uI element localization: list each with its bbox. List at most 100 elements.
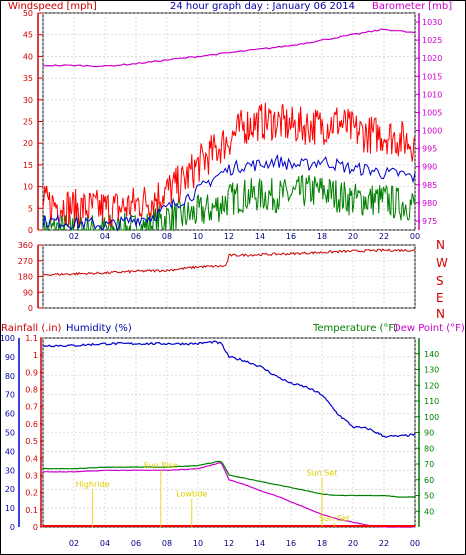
x-tick-label: 04 xyxy=(100,539,110,548)
wind-tick-label: 45 xyxy=(23,31,33,40)
humidity-tick-label: 80 xyxy=(5,372,15,381)
barometer-tick-label: 975 xyxy=(422,217,437,226)
temperature-label: Temperature (°F) xyxy=(312,323,398,334)
rainfall-tick-label: 0.9 xyxy=(25,368,38,377)
direction-tick-label: 90 xyxy=(23,288,33,297)
rainfall-tick-label: 0.8 xyxy=(25,386,38,395)
x-tick-label: 14 xyxy=(255,539,265,548)
x-tick-label: 12 xyxy=(224,539,234,548)
annotation-label: Lowtide xyxy=(176,489,207,498)
x-tick-label: 00 xyxy=(410,539,420,548)
direction-label-e: E xyxy=(436,291,444,305)
barometer-tick-label: 1000 xyxy=(422,127,442,136)
humidity-tick-label: 90 xyxy=(5,353,15,362)
direction-tick-label: 0 xyxy=(28,304,33,313)
barometer-line xyxy=(42,28,416,68)
wind-tick-label: 10 xyxy=(23,183,33,192)
wind-low-line xyxy=(42,174,416,232)
barometer-tick-label: 1015 xyxy=(422,72,442,81)
x-tick-label: 04 xyxy=(100,232,110,241)
barometer-tick-label: 990 xyxy=(422,163,437,172)
annotation-label: Sun Rise xyxy=(143,461,178,470)
x-tick-label: 14 xyxy=(255,232,265,241)
wind-tick-label: 0 xyxy=(28,226,33,235)
temperature-tick-label: 60 xyxy=(424,476,434,485)
x-tick-label: 08 xyxy=(162,539,172,548)
x-tick-label: 18 xyxy=(317,232,327,241)
direction-label-s: S xyxy=(436,274,444,288)
rainfall-tick-label: 0.2 xyxy=(25,489,38,498)
x-tick-label: 10 xyxy=(193,232,203,241)
temperature-tick-label: 50 xyxy=(424,492,434,501)
barometer-tick-label: 995 xyxy=(422,145,437,154)
x-tick-label: 00 xyxy=(410,232,420,241)
temperature-tick-label: 100 xyxy=(424,413,439,422)
humidity-tick-label: 0 xyxy=(10,523,15,532)
dewpoint-label: Dew Point (°F) xyxy=(393,323,465,334)
temperature-tick-label: 130 xyxy=(424,366,439,375)
wind-tick-label: 50 xyxy=(23,9,33,18)
direction-label-n-top: N xyxy=(436,238,445,252)
direction-label-w: W xyxy=(436,256,448,270)
wind-direction-line xyxy=(42,248,416,277)
rainfall-tick-label: 1.1 xyxy=(25,334,38,343)
x-tick-label: 06 xyxy=(131,539,141,548)
wind-axis-label: Windspeed [mph] xyxy=(8,1,97,12)
temperature-tick-label: 70 xyxy=(424,460,434,469)
wind-tick-label: 20 xyxy=(23,139,33,148)
rainfall-label: Rainfall (.in) xyxy=(1,323,62,334)
rainfall-tick-label: 1 xyxy=(33,351,38,360)
direction-tick-label: 360 xyxy=(18,241,33,250)
wind-tick-label: 15 xyxy=(23,161,33,170)
wind-tick-label: 35 xyxy=(23,74,33,83)
rainfall-tick-label: 0.4 xyxy=(25,454,38,463)
rainfall-tick-label: 0 xyxy=(33,523,38,532)
wind-tick-label: 25 xyxy=(23,118,33,127)
barometer-tick-label: 1025 xyxy=(422,36,442,45)
humidity-line xyxy=(42,340,416,438)
annotation-label: Sun Set xyxy=(307,469,338,478)
rainfall-tick-label: 0.5 xyxy=(25,437,38,446)
humidity-tick-label: 30 xyxy=(5,466,15,475)
humidity-tick-label: 100 xyxy=(0,334,15,343)
barometer-tick-label: 1010 xyxy=(422,90,442,99)
x-tick-label: 06 xyxy=(131,232,141,241)
barometer-tick-label: 1005 xyxy=(422,108,442,117)
temperature-tick-label: 80 xyxy=(424,444,434,453)
wind-average-line xyxy=(42,153,416,232)
humidity-label: Humidity (%) xyxy=(66,323,132,334)
annotation-label: Sun Set xyxy=(319,514,350,523)
humidity-tick-label: 60 xyxy=(5,410,15,419)
humidity-tick-label: 10 xyxy=(5,504,15,513)
direction-tick-label: 270 xyxy=(18,257,33,266)
barometer-tick-label: 980 xyxy=(422,199,437,208)
barometer-tick-label: 1030 xyxy=(422,18,442,27)
temperature-tick-label: 40 xyxy=(424,507,434,516)
humidity-tick-label: 40 xyxy=(5,447,15,456)
direction-tick-label: 180 xyxy=(18,273,33,282)
x-tick-label: 22 xyxy=(379,539,389,548)
wind-gust-line xyxy=(42,102,416,228)
x-tick-label: 16 xyxy=(286,232,296,241)
x-tick-label: 18 xyxy=(317,539,327,548)
x-tick-label: 08 xyxy=(162,232,172,241)
rainfall-tick-label: 0.7 xyxy=(25,403,38,412)
x-tick-label: 02 xyxy=(69,232,79,241)
humidity-tick-label: 20 xyxy=(5,485,15,494)
wind-tick-label: 40 xyxy=(23,52,33,61)
dewpoint-line xyxy=(42,462,415,528)
barometer-axis-label: Barometer [mb] xyxy=(372,1,452,12)
wind-tick-label: 5 xyxy=(28,204,33,213)
direction-label-n-bottom: N xyxy=(436,307,445,321)
temperature-tick-label: 140 xyxy=(424,350,439,359)
rainfall-tick-label: 0.1 xyxy=(25,506,38,515)
x-tick-label: 20 xyxy=(348,539,358,548)
x-tick-label: 16 xyxy=(286,539,296,548)
x-tick-label: 10 xyxy=(193,539,203,548)
rainfall-tick-label: 0.3 xyxy=(25,471,38,480)
temperature-tick-label: 90 xyxy=(424,429,434,438)
graph-title: 24 hour graph day : January 06 2014 xyxy=(170,1,355,12)
wind-tick-label: 30 xyxy=(23,96,33,105)
